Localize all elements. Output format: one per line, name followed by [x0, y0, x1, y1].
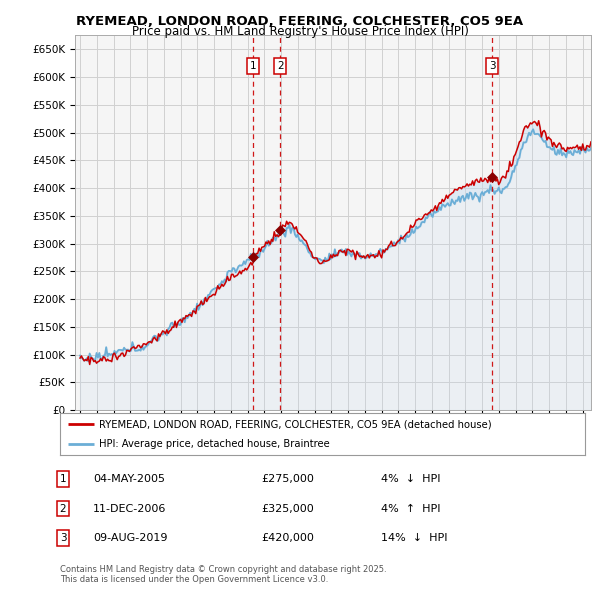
Text: HPI: Average price, detached house, Braintree: HPI: Average price, detached house, Brai… — [100, 439, 330, 449]
Text: 4%  ↓  HPI: 4% ↓ HPI — [381, 474, 440, 484]
Text: £325,000: £325,000 — [261, 504, 314, 513]
Text: 04-MAY-2005: 04-MAY-2005 — [93, 474, 165, 484]
Text: 3: 3 — [489, 61, 496, 71]
Text: Price paid vs. HM Land Registry's House Price Index (HPI): Price paid vs. HM Land Registry's House … — [131, 25, 469, 38]
Text: 2: 2 — [59, 504, 67, 513]
Text: 11-DEC-2006: 11-DEC-2006 — [93, 504, 166, 513]
Text: RYEMEAD, LONDON ROAD, FEERING, COLCHESTER, CO5 9EA (detached house): RYEMEAD, LONDON ROAD, FEERING, COLCHESTE… — [100, 419, 492, 430]
Text: Contains HM Land Registry data © Crown copyright and database right 2025.
This d: Contains HM Land Registry data © Crown c… — [60, 565, 386, 584]
Text: 4%  ↑  HPI: 4% ↑ HPI — [381, 504, 440, 513]
Text: £420,000: £420,000 — [261, 533, 314, 543]
Text: £275,000: £275,000 — [261, 474, 314, 484]
Text: 3: 3 — [59, 533, 67, 543]
Text: 14%  ↓  HPI: 14% ↓ HPI — [381, 533, 448, 543]
Text: 1: 1 — [250, 61, 257, 71]
Text: RYEMEAD, LONDON ROAD, FEERING, COLCHESTER, CO5 9EA: RYEMEAD, LONDON ROAD, FEERING, COLCHESTE… — [76, 15, 524, 28]
Text: 09-AUG-2019: 09-AUG-2019 — [93, 533, 167, 543]
Text: 1: 1 — [59, 474, 67, 484]
Text: 2: 2 — [277, 61, 284, 71]
